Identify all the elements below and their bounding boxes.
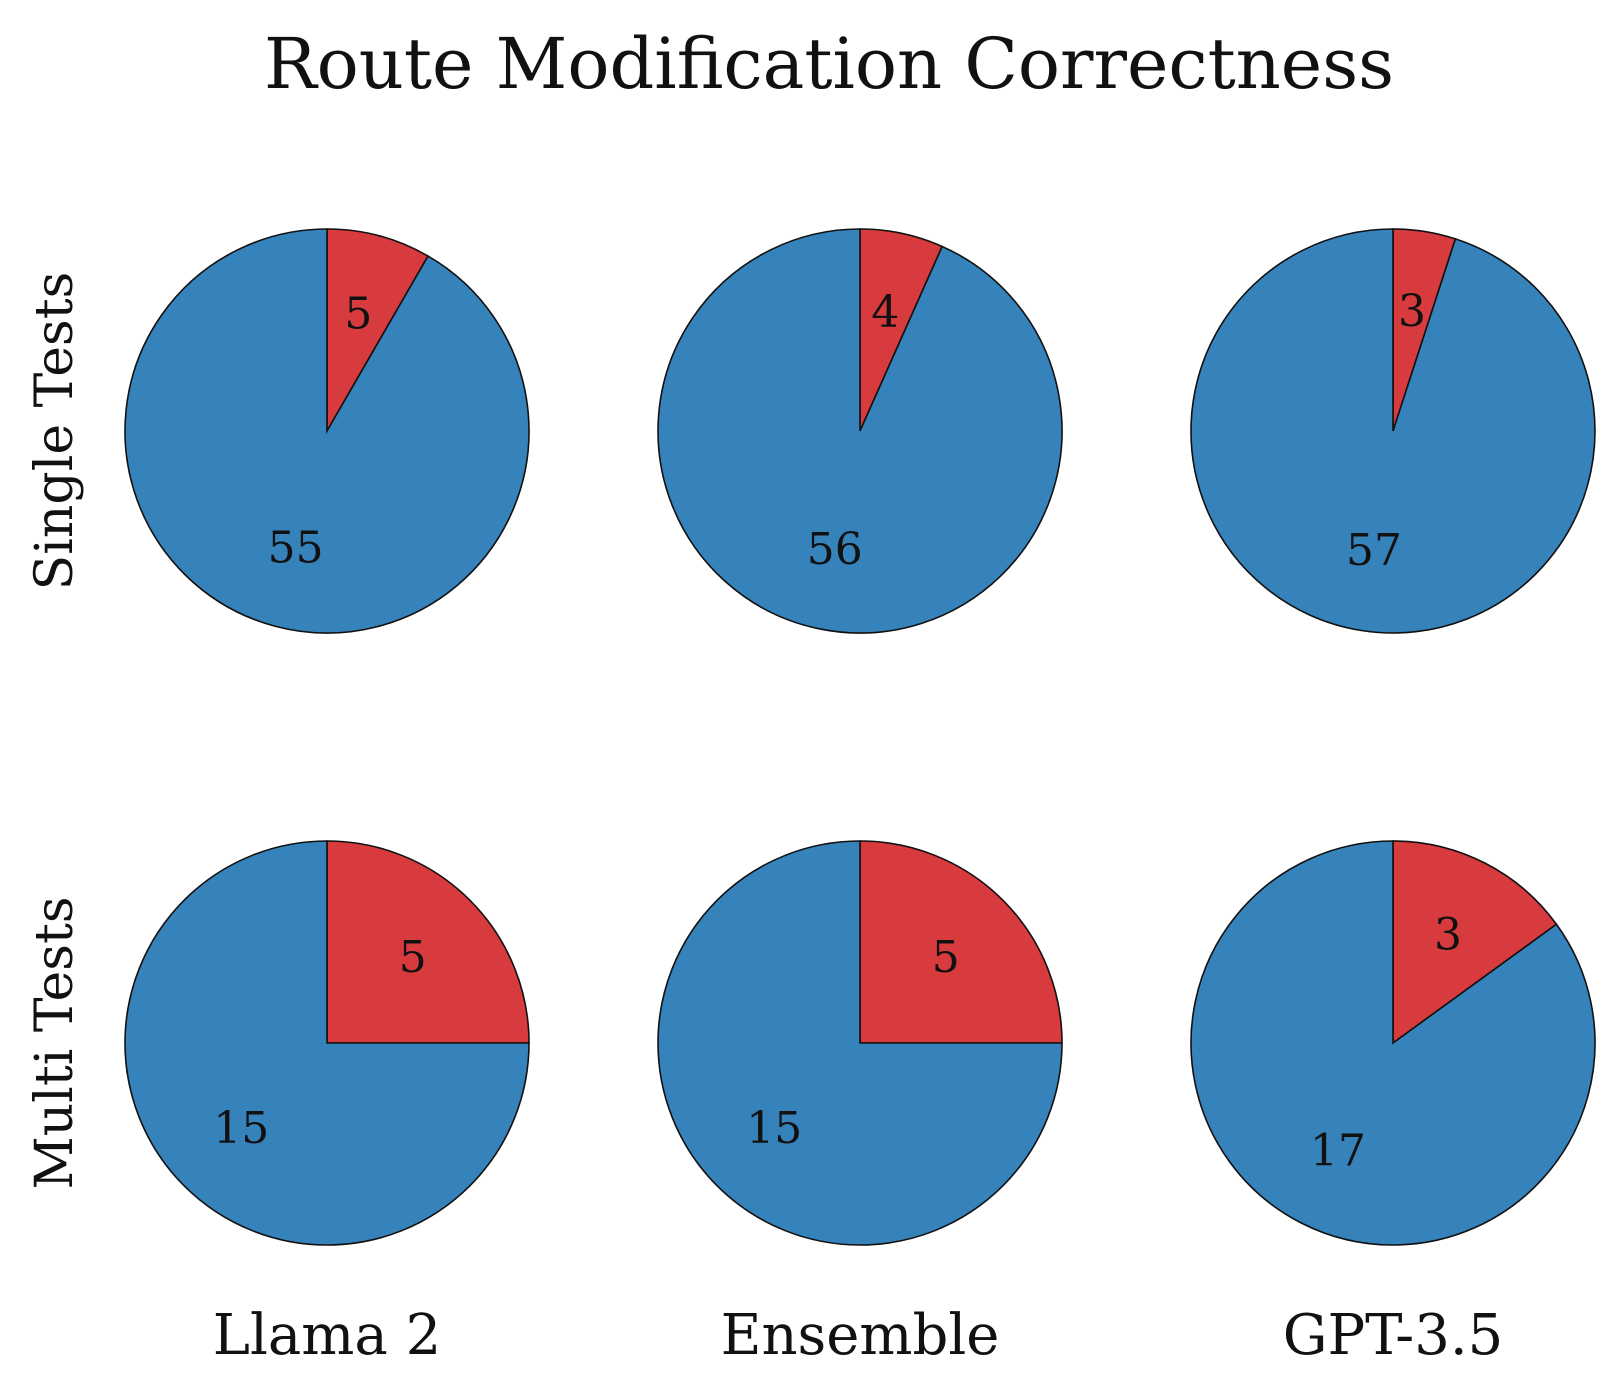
pie-multi-tests-gpt-3-5: 3 17 [1190,840,1596,1246]
pie-multi-tests-ensemble-label-blue: 15 [746,1103,802,1154]
pie-multi-tests-gpt-3-5-label-blue: 17 [1310,1125,1366,1176]
pie-multi-tests-llama-2: 5 15 [124,840,530,1246]
pie-multi-tests-gpt-3-5-label-red: 3 [1434,910,1462,961]
pie-single-tests-ensemble-label-red: 4 [871,287,899,338]
pie-multi-tests-gpt-3-5-slice-blue [1190,840,1596,1246]
pie-single-tests-ensemble-label-blue: 56 [807,524,863,575]
pie-single-tests-ensemble: 4 56 [657,228,1063,634]
row-label-single-tests: Single Tests [25,272,85,591]
pie-multi-tests-ensemble: 5 15 [657,840,1063,1246]
pie-single-tests-gpt-3-5-slice-blue [1190,228,1596,634]
pie-single-tests-llama-2-slice-red [326,228,430,434]
column-label-llama-2: Llama 2 [213,1303,441,1368]
pie-single-tests-llama-2-label-red: 5 [344,288,372,339]
pie-multi-tests-llama-2-label-red: 5 [399,932,427,983]
pie-multi-tests-gpt-3-5-slice-red [1392,840,1558,1045]
pie-single-tests-gpt-3-5: 3 57 [1190,228,1596,634]
pie-single-tests-ensemble-slice-blue [657,228,1063,634]
pie-single-tests-gpt-3-5-label-red: 3 [1398,286,1426,337]
chart-title: Route Modification Correctness [264,23,1394,105]
row-label-multi-tests: Multi Tests [25,896,85,1189]
column-label-gpt-3-5: GPT-3.5 [1283,1303,1504,1368]
pie-multi-tests-llama-2-slice-blue [124,840,530,1246]
pie-single-tests-llama-2: 555 [124,228,530,634]
pie-single-tests-gpt-3-5-label-blue: 57 [1346,525,1402,576]
pie-multi-tests-ensemble-slice-blue [657,840,1063,1246]
pie-multi-tests-llama-2-label-blue: 15 [213,1103,269,1154]
pie-multi-tests-llama-2-slice-red [326,840,530,1044]
column-label-ensemble: Ensemble [721,1303,1000,1368]
pie-multi-tests-ensemble-label-red: 5 [932,932,960,983]
pie-single-tests-llama-2-label-blue: 55 [268,523,324,574]
pie-single-tests-llama-2-slice-blue [124,228,530,634]
pie-multi-tests-ensemble-slice-red [859,840,1063,1044]
